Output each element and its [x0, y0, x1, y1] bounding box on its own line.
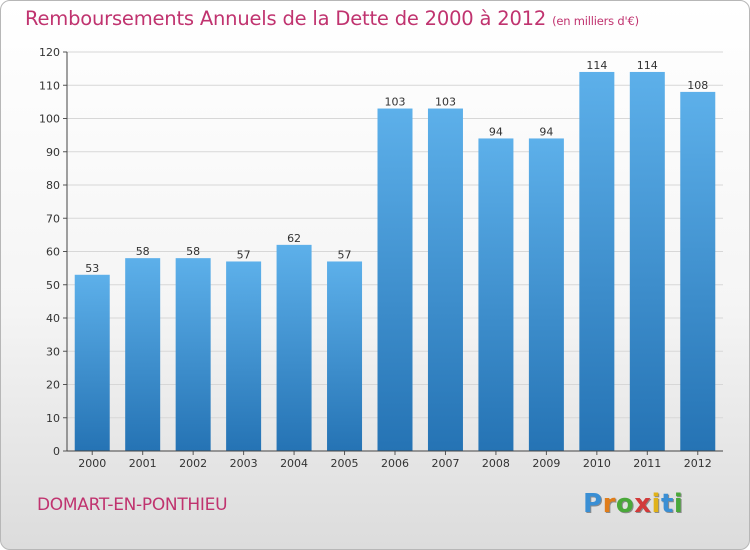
y-tick-label: 100: [39, 113, 60, 126]
bar: [175, 258, 211, 451]
bar: [125, 258, 161, 451]
bar-value-label: 108: [687, 79, 708, 92]
x-axis-tick-labels: 2000 2001 2002 2003 2004 2005 2006 2007 2008 2009…: [78, 451, 712, 470]
bar: [226, 261, 262, 451]
bar-value-label: 103: [435, 96, 456, 109]
y-axis-tick-labels: 0 10 20 30 40 50 60 70 80 90 100 110 120: [39, 46, 67, 458]
y-tick-label: 90: [46, 146, 60, 159]
bar: [377, 108, 413, 452]
commune-name: DOMART-EN-PONTHIEU: [37, 495, 228, 515]
bar: [276, 244, 312, 451]
logo-letter: i: [651, 489, 661, 519]
x-tick-label: 2007: [431, 457, 459, 470]
bars: [74, 71, 716, 452]
x-tick-label: 2012: [684, 457, 712, 470]
bar: [528, 138, 564, 451]
logo-letter: t: [660, 489, 674, 519]
x-tick-label: 2001: [129, 457, 157, 470]
proxiti-logo: Proxiti: [583, 489, 683, 519]
x-tick-label: 2008: [482, 457, 510, 470]
x-tick-label: 2000: [78, 457, 106, 470]
bar-value-label: 57: [237, 248, 251, 261]
bar-value-label: 57: [338, 248, 352, 261]
x-tick-label: 2006: [381, 457, 409, 470]
x-tick-label: 2011: [633, 457, 661, 470]
bar: [680, 91, 716, 452]
x-tick-label: 2005: [331, 457, 359, 470]
y-tick-label: 30: [46, 345, 60, 358]
y-tick-label: 80: [46, 179, 60, 192]
logo-letter: P: [583, 489, 603, 519]
bar: [327, 261, 363, 451]
bar-value-label: 58: [186, 245, 200, 258]
logo-letter: o: [615, 489, 635, 519]
bar-value-label: 62: [287, 232, 301, 245]
bar-value-label: 94: [489, 125, 503, 138]
logo-letter: r: [602, 489, 616, 519]
chart-title-text: Remboursements Annuels de la Dette de 20…: [25, 7, 547, 30]
y-tick-label: 50: [46, 279, 60, 292]
logo-letter: i: [673, 489, 684, 519]
y-tick-label: 0: [53, 445, 60, 458]
y-tick-label: 40: [46, 312, 60, 325]
chart-title: Remboursements Annuels de la Dette de 20…: [25, 7, 639, 30]
y-tick-label: 120: [39, 46, 60, 59]
bar: [427, 108, 463, 452]
axes: [66, 52, 723, 452]
bar-value-label: 114: [586, 59, 607, 72]
y-tick-label: 70: [46, 212, 60, 225]
logo-letter: x: [634, 489, 652, 519]
x-tick-label: 2004: [280, 457, 308, 470]
bar: [579, 71, 615, 451]
bar: [478, 138, 514, 451]
bar: [629, 71, 665, 451]
y-tick-label: 110: [39, 79, 60, 92]
bar-value-label: 53: [85, 262, 99, 275]
bar-value-label: 94: [539, 125, 553, 138]
bar-value-label: 114: [637, 59, 658, 72]
y-tick-label: 10: [46, 412, 60, 425]
y-tick-label: 20: [46, 379, 60, 392]
x-tick-label: 2010: [583, 457, 611, 470]
y-tick-label: 60: [46, 246, 60, 259]
bar-value-label: 58: [136, 245, 150, 258]
x-tick-label: 2009: [532, 457, 560, 470]
chart-unit-note: (en milliers d'€): [552, 14, 639, 28]
bar-value-label: 103: [385, 96, 406, 109]
x-tick-label: 2002: [179, 457, 207, 470]
x-tick-label: 2003: [230, 457, 258, 470]
bar: [74, 274, 110, 451]
data-labels: 53 58 58 57 62 57 103 103 94 94 114 114 108: [85, 59, 708, 275]
